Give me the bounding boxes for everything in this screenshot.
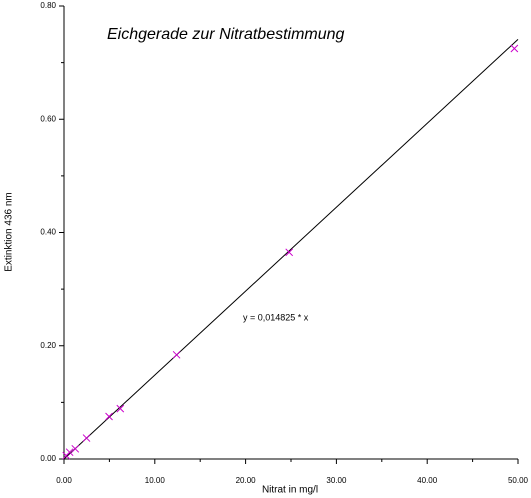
data-point — [71, 444, 80, 453]
data-point — [116, 404, 125, 413]
data-point — [285, 248, 294, 257]
data-point — [82, 434, 91, 442]
fit-line — [63, 39, 519, 460]
y-tick-label: 0.40 — [40, 228, 56, 237]
chart-title: Eichgerade zur Nitratbestimmung — [107, 26, 345, 43]
y-axis-title: Extinktion 436 nm — [4, 192, 15, 272]
y-tick-label: 0.60 — [40, 114, 56, 123]
x-tick-label: 30.00 — [326, 476, 347, 485]
x-tick-label: 10.00 — [145, 476, 166, 485]
data-point — [172, 350, 181, 359]
equation-annotation: y = 0,014825 * x — [243, 312, 309, 322]
x-tick-label: 20.00 — [236, 476, 257, 485]
y-tick-label: 0.80 — [40, 1, 56, 10]
data-point — [510, 44, 519, 53]
y-tick-label: 0.00 — [40, 454, 56, 463]
x-tick-label: 40.00 — [417, 476, 438, 485]
data-point — [65, 448, 74, 457]
data-point — [105, 412, 113, 421]
x-tick-label: 50.00 — [508, 476, 529, 485]
x-axis-title: Nitrat in mg/l — [262, 485, 318, 496]
x-tick-label: 0.00 — [56, 476, 72, 485]
y-tick-label: 0.20 — [40, 341, 56, 350]
